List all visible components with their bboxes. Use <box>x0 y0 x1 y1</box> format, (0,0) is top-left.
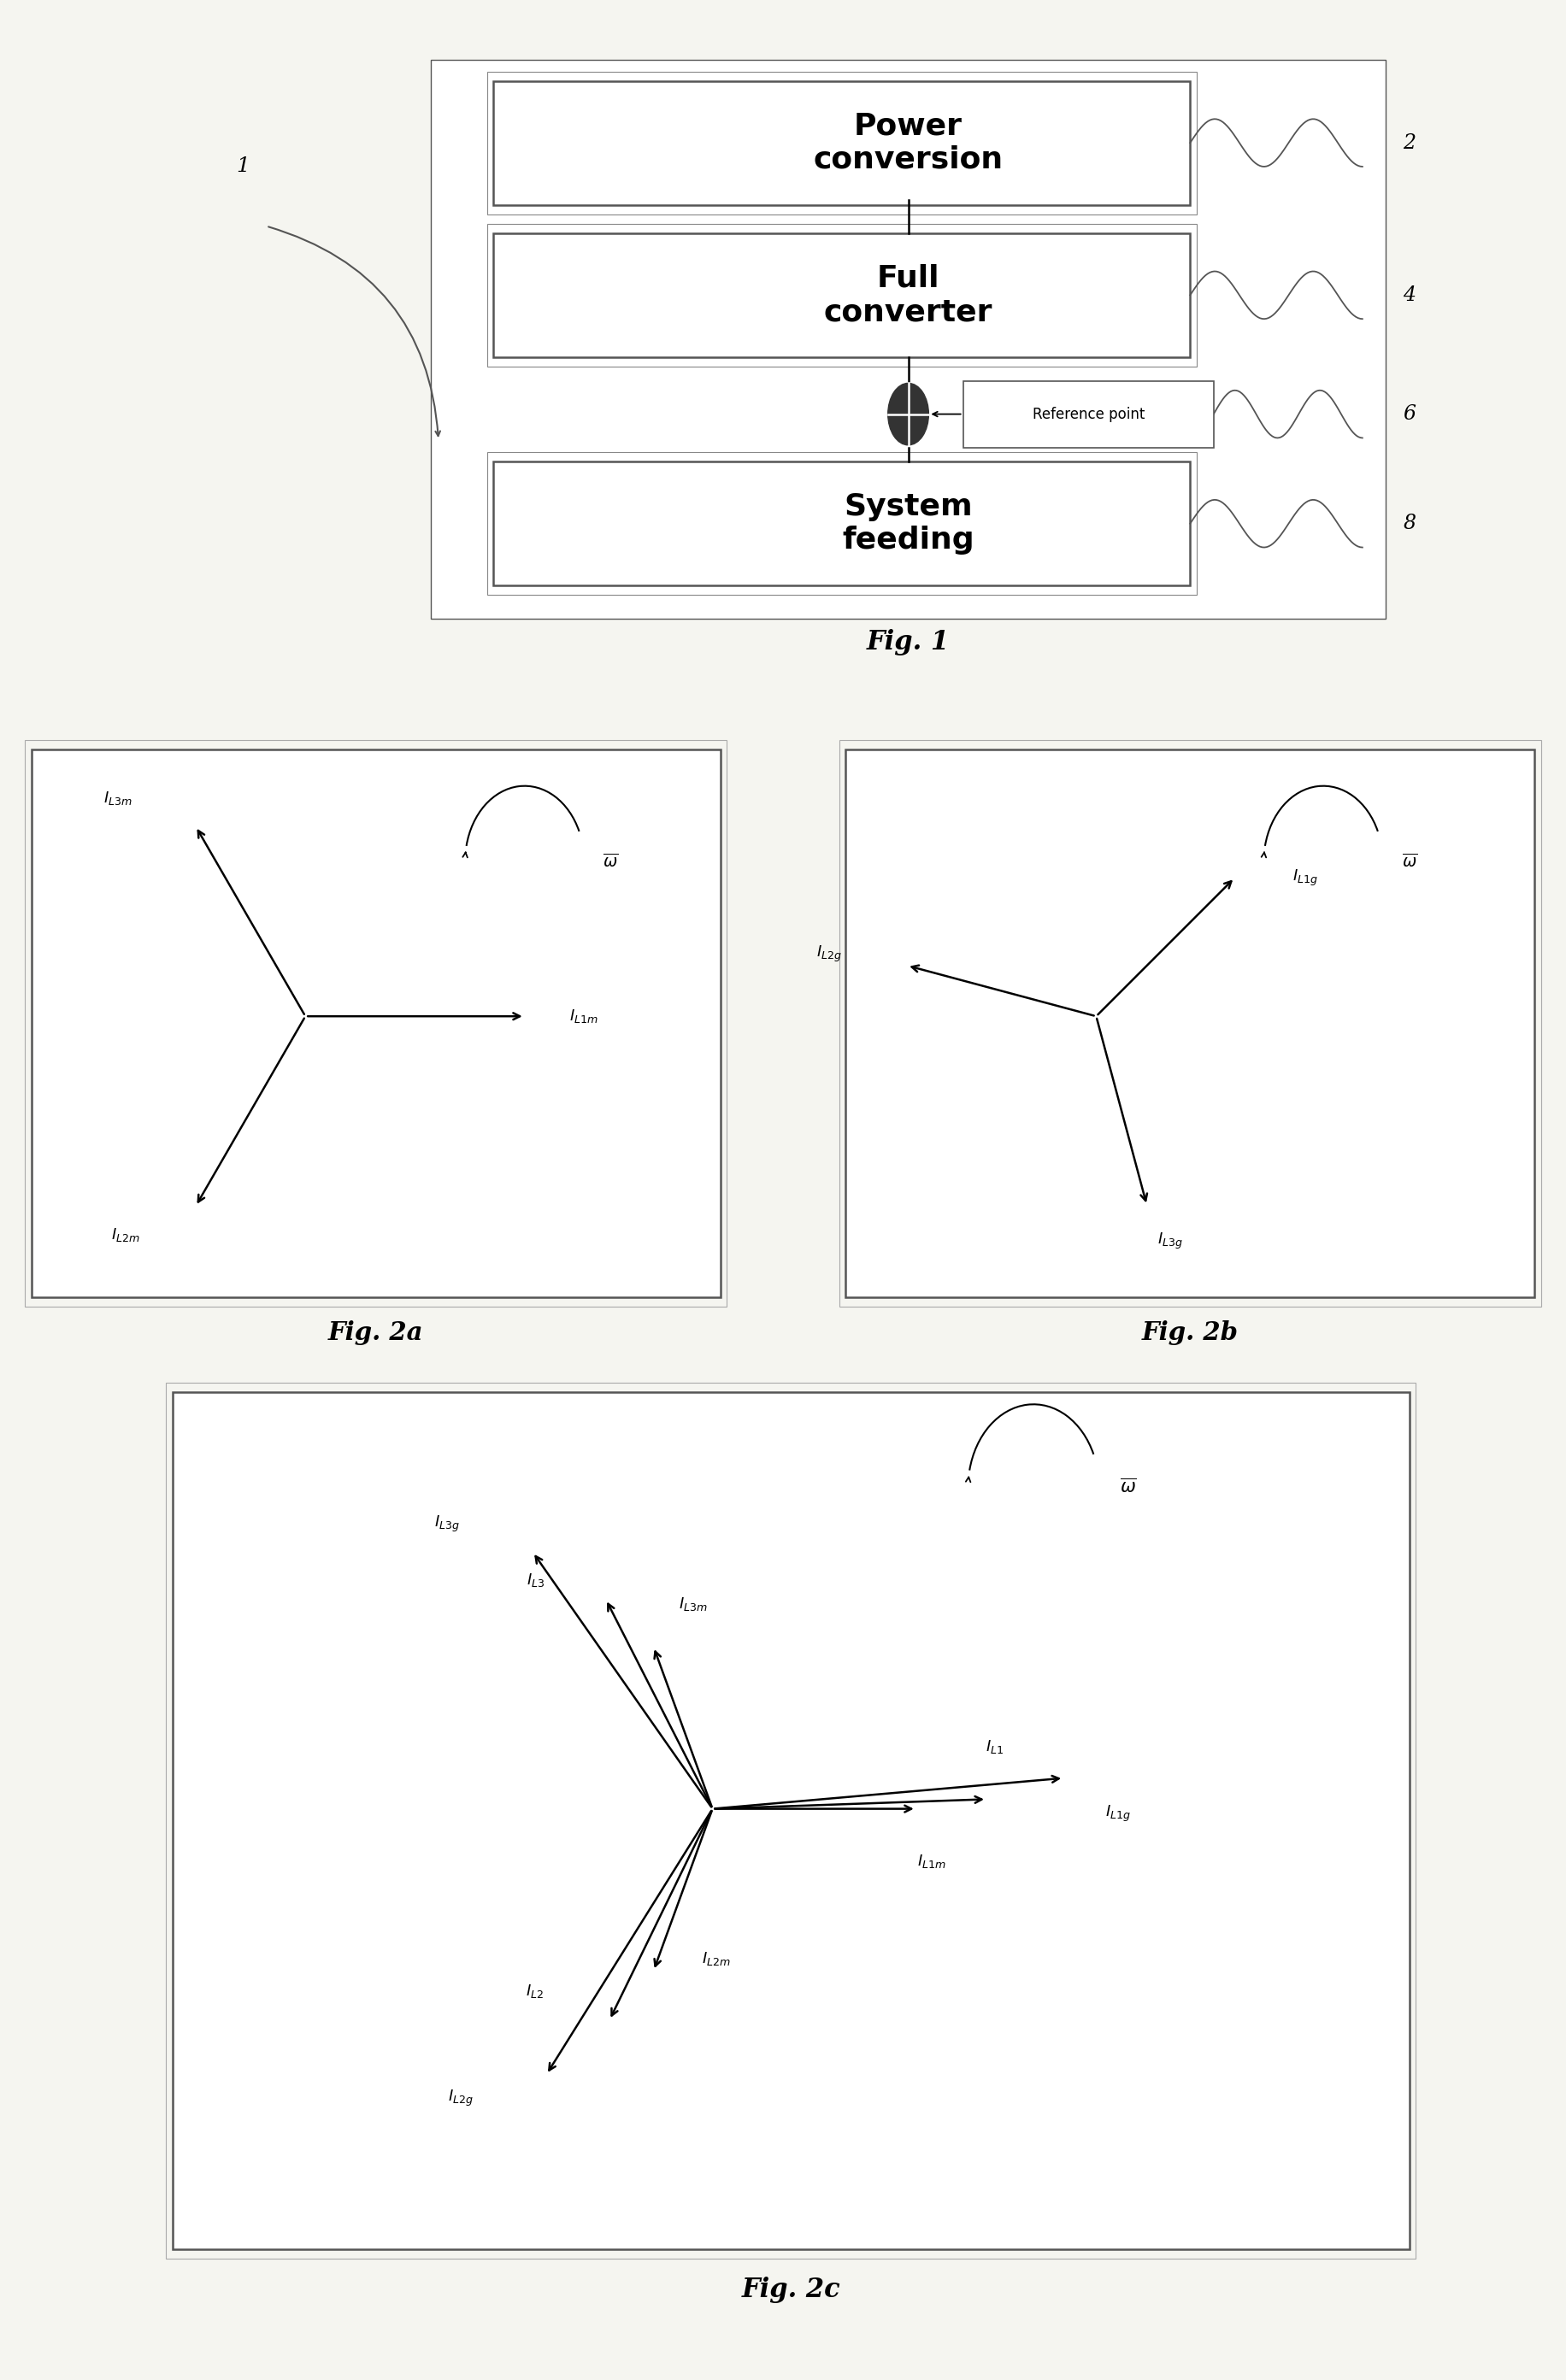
Text: 6: 6 <box>1403 405 1416 424</box>
Text: $I_{L2}$: $I_{L2}$ <box>525 1983 543 1999</box>
Text: Fig. 1: Fig. 1 <box>866 628 951 657</box>
Text: $I_{L1g}$: $I_{L1g}$ <box>1292 869 1319 888</box>
Bar <box>31 750 720 1297</box>
Text: $I_{L1g}$: $I_{L1g}$ <box>1106 1804 1131 1823</box>
Text: Fig. 2a: Fig. 2a <box>329 1321 423 1345</box>
Text: Fig. 2b: Fig. 2b <box>1142 1321 1239 1345</box>
Bar <box>493 81 1190 205</box>
Text: $I_{L3g}$: $I_{L3g}$ <box>434 1514 459 1533</box>
Bar <box>172 1392 1409 2249</box>
Text: Fig. 2c: Fig. 2c <box>741 2275 841 2304</box>
Text: $I_{L3m}$: $I_{L3m}$ <box>678 1595 708 1614</box>
Text: $\overline{\omega}$: $\overline{\omega}$ <box>1120 1478 1137 1497</box>
Text: 4: 4 <box>1403 286 1416 305</box>
Text: $I_{L3}$: $I_{L3}$ <box>526 1571 545 1590</box>
Text: Reference point: Reference point <box>1032 407 1145 421</box>
Bar <box>963 381 1214 447</box>
Text: 1: 1 <box>236 157 249 176</box>
Text: $I_{L2g}$: $I_{L2g}$ <box>816 945 841 964</box>
Bar <box>487 71 1196 214</box>
Circle shape <box>888 383 929 445</box>
Bar <box>25 740 727 1307</box>
Text: $I_{L2m}$: $I_{L2m}$ <box>702 1949 731 1968</box>
Text: $I_{L2g}$: $I_{L2g}$ <box>448 2087 473 2109</box>
Text: $I_{L1m}$: $I_{L1m}$ <box>570 1007 598 1026</box>
Text: $I_{L1m}$: $I_{L1m}$ <box>918 1852 946 1871</box>
Text: Power
conversion: Power conversion <box>813 112 1004 174</box>
Text: $\overline{\omega}$: $\overline{\omega}$ <box>603 852 619 871</box>
Text: System
feeding: System feeding <box>843 493 974 555</box>
Bar <box>839 740 1541 1307</box>
Bar <box>487 224 1196 367</box>
Text: $I_{L3m}$: $I_{L3m}$ <box>103 790 132 807</box>
Bar <box>438 71 1378 607</box>
Text: $I_{L3g}$: $I_{L3g}$ <box>1157 1230 1184 1252</box>
Bar <box>487 452 1196 595</box>
Bar <box>493 462 1190 585</box>
Bar <box>431 60 1386 619</box>
Text: $I_{L2m}$: $I_{L2m}$ <box>111 1226 139 1242</box>
Text: 2: 2 <box>1403 133 1416 152</box>
Bar <box>846 750 1535 1297</box>
Text: Full
converter: Full converter <box>824 264 993 326</box>
Text: 8: 8 <box>1403 514 1416 533</box>
Text: $I_{L1}$: $I_{L1}$ <box>985 1737 1004 1756</box>
Bar <box>166 1383 1416 2259</box>
Text: $\overline{\omega}$: $\overline{\omega}$ <box>1402 852 1417 871</box>
Bar <box>493 233 1190 357</box>
